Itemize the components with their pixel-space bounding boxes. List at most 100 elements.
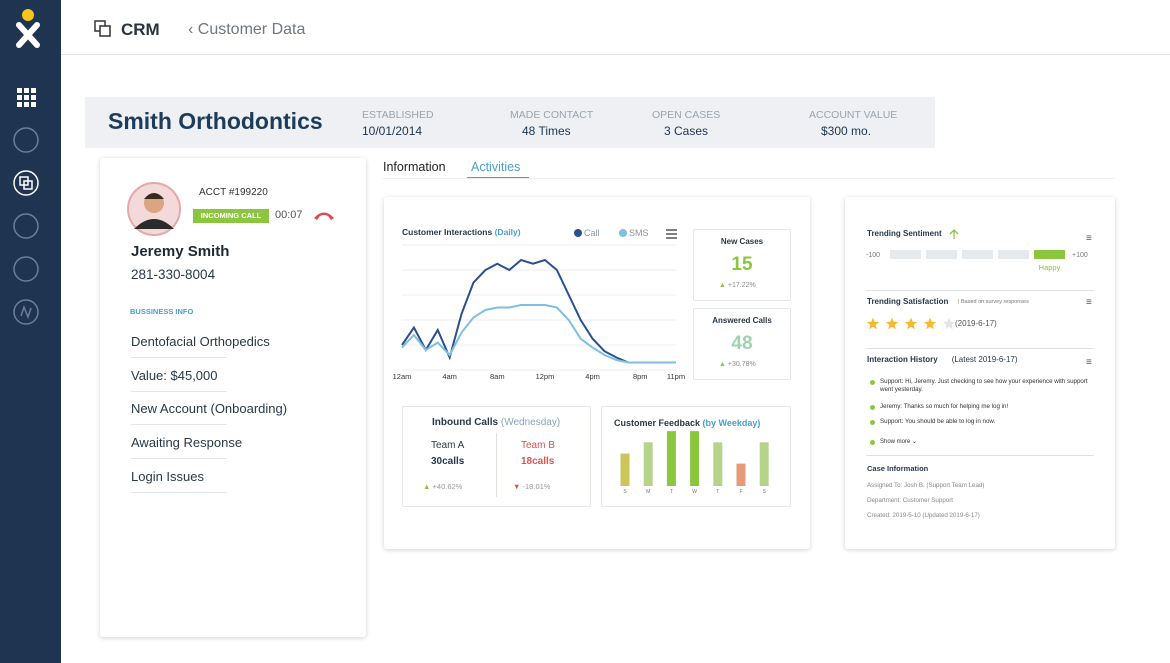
stat-label: OPEN CASES: [652, 109, 721, 121]
legend-label: Call: [584, 228, 600, 238]
message-dot: [870, 440, 875, 445]
kpi-value: 15: [731, 254, 753, 275]
kpi-label: Answered Calls: [712, 316, 772, 325]
scale-max: +100: [1072, 252, 1088, 259]
bar: [690, 431, 700, 486]
message-dot: [870, 420, 875, 425]
account-header: [85, 97, 935, 148]
chat-icon[interactable]: [13, 213, 39, 239]
star: [866, 317, 880, 330]
apps-icon[interactable]: [17, 88, 36, 107]
panel-menu[interactable]: ≡: [1086, 297, 1092, 308]
history-title: Interaction History (Latest 2019-6-17): [867, 355, 1018, 364]
x-tick-label: 12pm: [536, 372, 555, 381]
sidebar-icons: [13, 9, 40, 325]
stat-value: $300 mo.: [821, 124, 872, 138]
back-arrow: ‹: [188, 21, 198, 38]
bar: [736, 463, 746, 486]
team-name: Team A: [431, 440, 465, 451]
feedback-subtitle: (by Weekday): [702, 418, 761, 428]
divider: [866, 348, 1094, 349]
chart-menu[interactable]: [665, 228, 679, 240]
x-tick-label: T: [670, 489, 673, 495]
x-tick-label: 4am: [442, 372, 457, 381]
trend-up: [949, 229, 959, 239]
hangup-button[interactable]: [312, 209, 336, 221]
scale-min: -100: [866, 252, 880, 259]
contact-phone: 281-330-8004: [131, 267, 216, 282]
stat-value: 10/01/2014: [362, 124, 423, 138]
message: Jeremy: Thanks so much for helping me lo…: [880, 403, 1009, 410]
separator: |: [958, 299, 961, 305]
bar: [643, 442, 653, 486]
app-title: CRM: [121, 20, 160, 39]
feedback-box: [601, 406, 791, 507]
phone-icon[interactable]: [13, 127, 39, 153]
star: [942, 317, 955, 330]
analytics-glyph: [20, 304, 32, 320]
scale-segment: [890, 250, 921, 259]
inbound-box: [402, 406, 591, 507]
scale-segment: [962, 250, 993, 259]
panel-menu[interactable]: ≡: [1086, 233, 1092, 244]
x-tick-label: 12am: [393, 372, 412, 381]
scale-segment: [926, 250, 957, 259]
bar: [713, 442, 723, 486]
crm-icon[interactable]: [13, 170, 39, 196]
message: Support: You should be able to log in no…: [880, 418, 996, 425]
history-title-text: Interaction History: [867, 355, 938, 364]
stat-value: 48 Times: [522, 124, 571, 138]
scale-segment: [998, 250, 1029, 259]
tab-active[interactable]: Activities: [471, 160, 521, 174]
team-calls: 18calls: [521, 456, 555, 467]
kpi-change: ▲ +30.78%: [719, 361, 756, 368]
message: Support: Hi, Jeremy. Just checking to se…: [880, 378, 1088, 393]
breadcrumb[interactable]: ‹ Customer Data: [188, 21, 305, 39]
activities-card: [384, 197, 810, 549]
analytics-icon[interactable]: [13, 299, 39, 325]
kpi-label: New Cases: [720, 237, 764, 246]
panel-menu[interactable]: ≡: [1086, 357, 1092, 368]
tab[interactable]: Information: [383, 160, 446, 174]
list-icon[interactable]: [13, 256, 39, 282]
show-more[interactable]: Show more ⌄: [880, 439, 918, 445]
show-more-text: Show more: [880, 439, 911, 445]
sentiment-title: Trending Sentiment: [867, 229, 942, 238]
star: [904, 317, 918, 330]
x-tick-label: 4pm: [585, 372, 600, 381]
info-divider: [131, 458, 227, 460]
tab-border: [383, 178, 1115, 179]
x-tick-label: S: [623, 489, 627, 495]
feedback-title: Customer Feedback (by Weekday): [614, 418, 760, 428]
call-status-badge: INCOMING CALL: [193, 209, 269, 223]
x-tick-label: M: [646, 489, 650, 495]
sentiment-scale: -100 +100 Happy: [866, 250, 1088, 272]
message-dot: [870, 380, 875, 385]
satisfaction-note-text: Based on survey responses: [960, 299, 1029, 305]
info-divider: [131, 424, 227, 426]
case-line: Created: 2019-5-10 (Updated 2019-6-17): [867, 512, 980, 519]
info-item: New Account (Onboarding): [131, 401, 288, 417]
legend-swatch: [619, 229, 627, 237]
x-tick-label: 11pm: [667, 372, 685, 381]
x-tick-label: 8am: [490, 372, 505, 381]
avatar: [127, 182, 181, 236]
crm-glyph: [23, 180, 33, 190]
divider: [866, 455, 1094, 456]
chart-subtitle: (Daily): [494, 227, 521, 237]
line-chart: 12am 4am 8am 12pm 4pm 8pm 11pm Call SMS: [393, 228, 685, 381]
account-number: ACCT #199220: [199, 187, 268, 198]
logo-dot: [22, 9, 34, 21]
case-line: Assigned To: Josh B. (Support Team Lead): [867, 482, 985, 489]
team-name: Team B: [521, 440, 555, 451]
legend-label: SMS: [629, 228, 649, 238]
chart-title-text: Customer Interactions: [402, 227, 493, 237]
history-latest: (Latest 2019-6-17): [951, 355, 1018, 364]
info-item: Dentofacial Orthopedics: [131, 334, 270, 349]
info-item: Awaiting Response: [131, 435, 243, 451]
kpi-box: [693, 229, 791, 301]
kpi-box: [693, 308, 791, 380]
info-divider: [131, 491, 227, 493]
case-line: Department: Customer Support: [867, 497, 953, 504]
